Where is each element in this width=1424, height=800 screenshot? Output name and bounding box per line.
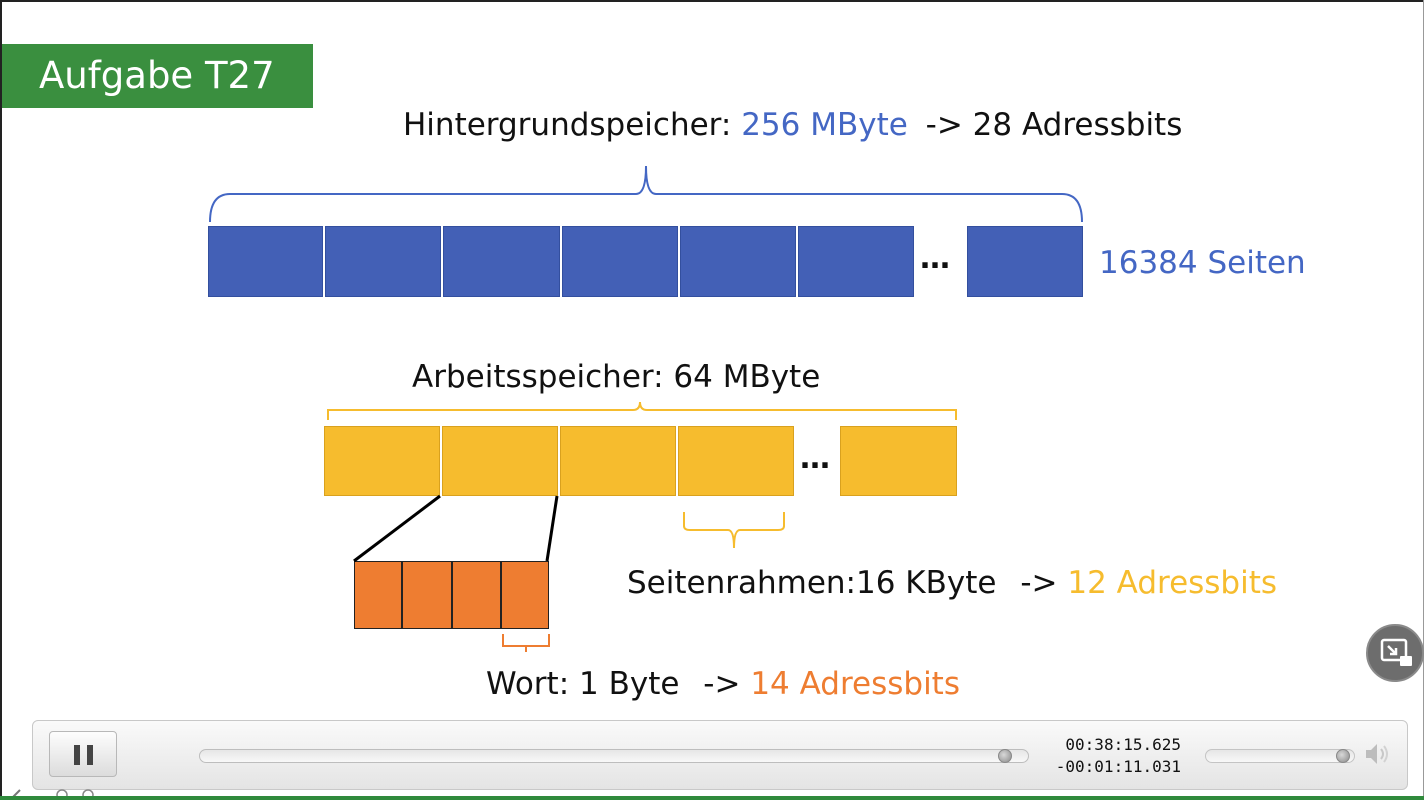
picture-in-picture-icon	[1380, 638, 1412, 666]
background-storage-address: -> 28 Adressbits	[925, 107, 1183, 143]
background-page-block	[680, 226, 796, 297]
elapsed-time: 00:38:15.625	[1065, 735, 1181, 754]
zoom-connector-left	[353, 494, 441, 563]
seek-bar[interactable]	[199, 749, 1029, 763]
background-storage-label: Hintergrundspeicher:	[403, 107, 732, 143]
page-frame-block	[678, 426, 794, 496]
page-frame-brace	[683, 512, 785, 549]
window-border-left	[0, 0, 2, 800]
main-memory-brace	[327, 401, 957, 420]
word-label: Wort: 1 Byte	[486, 666, 680, 702]
background-page-block	[208, 226, 323, 297]
zoom-icon	[56, 789, 68, 800]
word-heading: Wort: 1 Byte -> 14 Adressbits	[486, 665, 960, 703]
word-block	[402, 561, 452, 629]
media-controls: 00:38:15.625 -00:01:11.031	[32, 720, 1408, 790]
background-page-block	[443, 226, 560, 297]
background-storage-size: 256 MByte	[741, 107, 908, 143]
page-frame-address: 12 Adressbits	[1067, 565, 1278, 601]
picture-in-picture-button[interactable]	[1366, 624, 1424, 682]
word-block	[452, 561, 501, 629]
page-frame-block	[324, 426, 440, 496]
menu-icon	[82, 789, 94, 800]
word-brace	[502, 634, 550, 652]
window-border-top	[0, 0, 1424, 2]
word-block	[354, 561, 402, 629]
background-ellipsis: …	[920, 241, 951, 276]
main-memory-heading: Arbeitsspeicher: 64 MByte	[412, 359, 821, 395]
page-frame-label: Seitenrahmen:16 KByte	[627, 565, 997, 601]
pause-button[interactable]	[49, 731, 117, 777]
background-page-block	[798, 226, 914, 297]
main-memory-ellipsis: …	[800, 441, 831, 476]
background-storage-heading: Hintergrundspeicher: 256 MByte -> 28 Adr…	[403, 106, 1182, 144]
slide-title-text: Aufgabe T27	[39, 54, 275, 97]
page-frame-arrow: ->	[1020, 565, 1058, 601]
word-address: 14 Adressbits	[750, 666, 960, 702]
volume-slider[interactable]	[1205, 749, 1355, 763]
slide-title: Aufgabe T27	[2, 44, 313, 108]
seek-handle[interactable]	[998, 749, 1012, 763]
zoom-connector-right	[545, 495, 559, 562]
word-block	[501, 561, 549, 629]
word-arrow: ->	[703, 666, 741, 702]
background-storage-brace	[209, 165, 1083, 223]
background-page-block	[967, 226, 1083, 297]
volume-handle[interactable]	[1336, 749, 1350, 763]
page-frame-block	[560, 426, 676, 496]
background-pages-count: 16384 Seiten	[1099, 245, 1306, 281]
bottom-accent-strip	[0, 796, 1424, 800]
remaining-time: -00:01:11.031	[1055, 757, 1181, 776]
page-frame-heading: Seitenrahmen:16 KByte -> 12 Adressbits	[627, 564, 1277, 602]
background-page-block	[325, 226, 441, 297]
page-frame-block	[442, 426, 558, 496]
page-frame-block	[840, 426, 957, 496]
speaker-icon[interactable]	[1363, 741, 1393, 767]
background-page-block	[562, 226, 678, 297]
